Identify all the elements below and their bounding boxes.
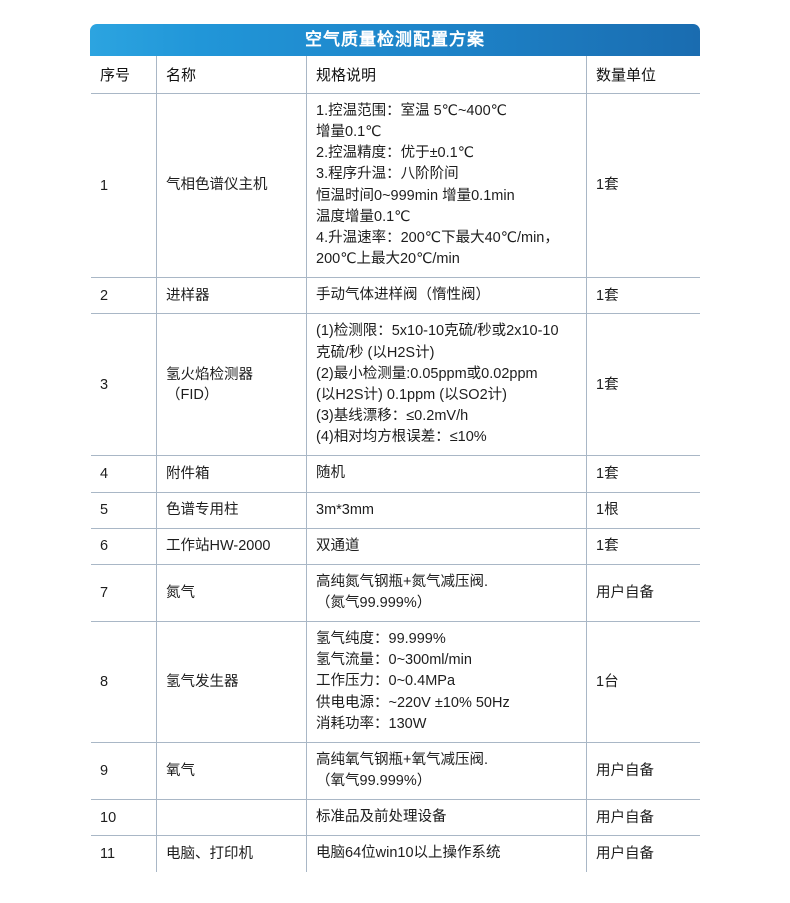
cell-no: 8 bbox=[91, 621, 157, 743]
cell-name: 氢气发生器 bbox=[156, 621, 307, 743]
column-header-name: 名称 bbox=[156, 56, 307, 94]
cell-no: 4 bbox=[91, 455, 157, 493]
cell-spec: (1)检测限：5x10-10克硫/秒或2x10-10 克硫/秒 (以H2S计) … bbox=[306, 313, 587, 457]
cell-no: 3 bbox=[91, 313, 157, 457]
table-row: 10 标准品及前处理设备 用户自备 bbox=[91, 799, 700, 837]
cell-name: 工作站HW-2000 bbox=[156, 527, 307, 565]
table-row: 6 工作站HW-2000 双通道 1套 bbox=[91, 527, 700, 565]
cell-spec: 标准品及前处理设备 bbox=[306, 799, 587, 837]
cell-name: 色谱专用柱 bbox=[156, 491, 307, 529]
cell-qty: 1套 bbox=[586, 92, 700, 279]
cell-name: 电脑、打印机 bbox=[156, 835, 307, 872]
cell-qty: 1套 bbox=[586, 455, 700, 493]
cell-no: 2 bbox=[91, 277, 157, 315]
cell-no: 10 bbox=[91, 799, 157, 837]
table-row: 7 氮气 高纯氮气钢瓶+氮气减压阀. （氮气99.999%） 用户自备 bbox=[91, 563, 700, 623]
cell-no: 5 bbox=[91, 491, 157, 529]
cell-name: 附件箱 bbox=[156, 455, 307, 493]
table-row: 8 氢气发生器 氢气纯度：99.999% 氢气流量：0~300ml/min 工作… bbox=[91, 621, 700, 743]
table-row: 9 氧气 高纯氧气钢瓶+氧气减压阀. （氧气99.999%） 用户自备 bbox=[91, 741, 700, 801]
cell-no: 11 bbox=[91, 835, 157, 872]
cell-spec: 高纯氧气钢瓶+氧气减压阀. （氧气99.999%） bbox=[306, 741, 587, 801]
table-row: 2 进样器 手动气体进样阀（惰性阀） 1套 bbox=[91, 277, 700, 315]
cell-name: 氢火焰检测器（FID） bbox=[156, 313, 307, 457]
cell-name: 氮气 bbox=[156, 563, 307, 623]
cell-name bbox=[156, 799, 307, 837]
cell-spec: 双通道 bbox=[306, 527, 587, 565]
table-row: 1 气相色谱仪主机 1.控温范围：室温 5℃~400℃ 增量0.1℃ 2.控温精… bbox=[91, 92, 700, 279]
cell-name: 气相色谱仪主机 bbox=[156, 92, 307, 279]
cell-spec: 手动气体进样阀（惰性阀） bbox=[306, 277, 587, 315]
cell-spec: 随机 bbox=[306, 455, 587, 493]
table-header-row: 序号 名称 规格说明 数量单位 bbox=[91, 56, 700, 94]
cell-qty: 1根 bbox=[586, 491, 700, 529]
cell-qty: 1套 bbox=[586, 527, 700, 565]
table-row: 3 氢火焰检测器（FID） (1)检测限：5x10-10克硫/秒或2x10-10… bbox=[91, 313, 700, 457]
cell-no: 1 bbox=[91, 92, 157, 279]
cell-qty: 1台 bbox=[586, 621, 700, 743]
cell-spec: 高纯氮气钢瓶+氮气减压阀. （氮气99.999%） bbox=[306, 563, 587, 623]
column-header-qty: 数量单位 bbox=[586, 56, 700, 94]
configuration-spec-table: 序号 名称 规格说明 数量单位 1 气相色谱仪主机 1.控温范围：室温 5℃~4… bbox=[90, 56, 701, 873]
column-header-no: 序号 bbox=[91, 56, 157, 94]
cell-qty: 1套 bbox=[586, 277, 700, 315]
cell-name: 进样器 bbox=[156, 277, 307, 315]
cell-no: 9 bbox=[91, 741, 157, 801]
table-row: 4 附件箱 随机 1套 bbox=[91, 455, 700, 493]
cell-qty: 用户自备 bbox=[586, 741, 700, 801]
cell-no: 7 bbox=[91, 563, 157, 623]
cell-name: 氧气 bbox=[156, 741, 307, 801]
table-row: 11 电脑、打印机 电脑64位win10以上操作系统 用户自备 bbox=[91, 835, 700, 872]
table-title: 空气质量检测配置方案 bbox=[90, 24, 700, 56]
cell-qty: 用户自备 bbox=[586, 799, 700, 837]
column-header-spec: 规格说明 bbox=[306, 56, 587, 94]
cell-qty: 用户自备 bbox=[586, 563, 700, 623]
cell-no: 6 bbox=[91, 527, 157, 565]
cell-spec: 氢气纯度：99.999% 氢气流量：0~300ml/min 工作压力：0~0.4… bbox=[306, 621, 587, 743]
cell-qty: 1套 bbox=[586, 313, 700, 457]
cell-spec: 1.控温范围：室温 5℃~400℃ 增量0.1℃ 2.控温精度：优于±0.1℃ … bbox=[306, 92, 587, 279]
table-body: 序号 名称 规格说明 数量单位 1 气相色谱仪主机 1.控温范围：室温 5℃~4… bbox=[91, 56, 700, 872]
cell-spec: 3m*3mm bbox=[306, 491, 587, 529]
cell-spec: 电脑64位win10以上操作系统 bbox=[306, 835, 587, 872]
table-row: 5 色谱专用柱 3m*3mm 1根 bbox=[91, 491, 700, 529]
spec-table-container: 空气质量检测配置方案 序号 名称 规格说明 数量单位 1 气相色谱仪主机 1.控… bbox=[90, 24, 701, 873]
cell-qty: 用户自备 bbox=[586, 835, 700, 872]
